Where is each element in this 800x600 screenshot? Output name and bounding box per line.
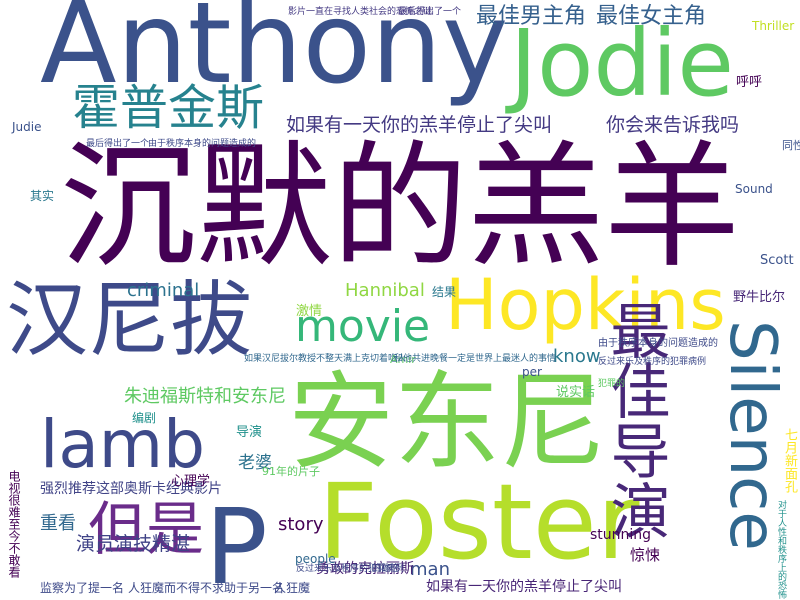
- cloud-word: 犯罪的: [598, 379, 626, 389]
- cloud-word: 最佳女主角: [596, 4, 707, 29]
- cloud-word: story: [278, 514, 324, 535]
- cloud-word: 激情: [296, 304, 323, 319]
- cloud-word: 七月新面孔: [782, 428, 797, 493]
- cloud-word: 和他共进晚餐一定是世界上最迷人的事情: [394, 354, 557, 364]
- cloud-word: 导演: [236, 425, 263, 440]
- cloud-word: 勇敢的克拉丽斯: [316, 561, 414, 577]
- cloud-word: Sound: [735, 182, 773, 196]
- cloud-word: 最后得出了一个: [86, 139, 150, 149]
- cloud-word: 影片一直在寻找人类社会的恐怖之谜: [288, 7, 433, 17]
- cloud-word: 但是: [88, 495, 205, 563]
- cloud-word: 的雄伦: [372, 564, 400, 574]
- cloud-word: 你会来告诉我吗: [606, 114, 740, 136]
- cloud-word: 反过来乐及秩序的犯罪病例: [296, 564, 405, 574]
- cloud-word: 如果有一天你的羔羊停止了尖叫: [286, 114, 553, 136]
- cloud-word: 如果汉尼拔尔教授不整天满上克切着吃人: [244, 354, 407, 364]
- cloud-word: 最后得出了一个: [398, 7, 462, 17]
- cloud-word: 演员演技精湛: [76, 533, 191, 555]
- cloud-word: 其实: [30, 189, 55, 203]
- cloud-word: criminal: [127, 280, 200, 301]
- cloud-word: 朱迪: [124, 386, 160, 407]
- cloud-word: know: [553, 346, 601, 367]
- cloud-word: 福斯特和安东尼: [160, 386, 286, 407]
- cloud-word: 说实话: [556, 385, 596, 400]
- cloud-word: 强烈推荐这部奥斯卡经典影片: [40, 481, 222, 497]
- cloud-word: 由于秩序本身的问题造成的: [598, 338, 718, 349]
- cloud-word: Amir: [390, 353, 416, 366]
- cloud-word: stunning: [590, 527, 652, 543]
- cloud-word: 霍普金斯: [72, 80, 265, 136]
- cloud-word: 安东尼: [288, 361, 606, 484]
- cloud-word: 最佳导演: [600, 300, 670, 540]
- cloud-word: Judie: [12, 120, 42, 134]
- cloud-word: 汉尼拔: [6, 273, 253, 368]
- cloud-word: Anthony: [40, 0, 509, 109]
- cloud-word: 结果: [432, 285, 457, 299]
- cloud-word: 惊悚: [630, 546, 661, 564]
- cloud-word: man: [410, 559, 450, 580]
- cloud-word: 重看: [40, 513, 76, 534]
- cloud-word: 91年的片子: [262, 465, 320, 478]
- cloud-word: Jodie: [510, 10, 734, 117]
- cloud-word: 监察为了提一名: [40, 581, 125, 595]
- cloud-word: P: [205, 486, 268, 600]
- cloud-word: lamb: [40, 406, 205, 483]
- cloud-word: per: [522, 365, 542, 379]
- cloud-word: people: [295, 552, 336, 566]
- cloud-word: 对于人性和秩序上的恐怖: [776, 500, 786, 599]
- cloud-word: 反过来乐及秩序的犯罪病例: [598, 357, 707, 367]
- cloud-word: 人狂魔: [274, 581, 311, 595]
- cloud-word: 野牛比尔: [733, 290, 786, 305]
- cloud-word: 呼呼: [736, 75, 763, 90]
- cloud-word: 编剧: [132, 411, 157, 425]
- cloud-word: Foster: [318, 461, 640, 583]
- cloud-word: 人狂魔而不得不求助于另一名: [128, 581, 285, 595]
- cloud-word: 同性: [782, 139, 800, 152]
- cloud-word: 老婆: [238, 453, 272, 473]
- cloud-word: 电视很难至今不敢看: [7, 470, 21, 578]
- cloud-word: movie: [295, 301, 431, 352]
- cloud-word: 由于秩序本身的问题造成的: [148, 139, 257, 149]
- cloud-word: 如果有一天你的羔羊停止了尖叫: [426, 579, 622, 595]
- cloud-word: Hannibal: [345, 280, 425, 301]
- cloud-word: Scott: [760, 253, 794, 268]
- cloud-word: Hopkins: [445, 264, 726, 346]
- cloud-word: 沉默的羔羊: [60, 129, 740, 287]
- cloud-word: 最佳男主角: [476, 4, 587, 29]
- cloud-word: Silence: [715, 320, 789, 551]
- cloud-word: 心理学: [171, 474, 211, 489]
- cloud-word: Thriller: [752, 19, 795, 33]
